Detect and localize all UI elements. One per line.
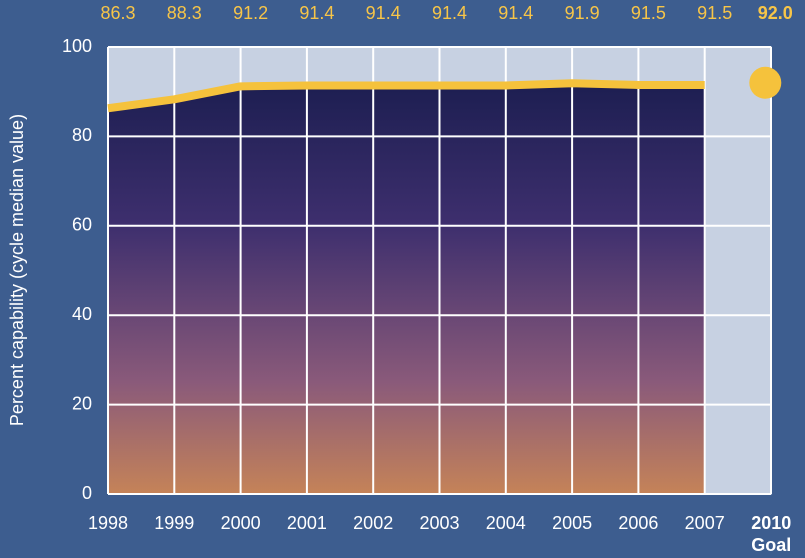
x-tick-label: 2007: [685, 513, 725, 533]
y-tick-label: 40: [72, 304, 92, 324]
value-label: 91.2: [233, 3, 268, 23]
x-tick-label: 2003: [419, 513, 459, 533]
y-tick-label: 100: [62, 36, 92, 56]
line: [107, 79, 705, 113]
x-tick-label: 1998: [88, 513, 128, 533]
goal-value-label: 92.0: [758, 3, 793, 23]
y-tick-label: 80: [72, 125, 92, 145]
x-tick-label: 2005: [552, 513, 592, 533]
value-label: 91.4: [498, 3, 533, 23]
value-label: 91.4: [432, 3, 467, 23]
value-label: 91.5: [697, 3, 732, 23]
x-tick-label: 2006: [618, 513, 658, 533]
value-label: 91.4: [366, 3, 401, 23]
area-above-line: [108, 47, 705, 109]
goal-marker: [749, 66, 782, 99]
x-tick-label: 2000: [221, 513, 261, 533]
y-tick-label: 0: [82, 483, 92, 503]
value-label: 91.5: [631, 3, 666, 23]
goal-category: 2010: [751, 513, 791, 533]
plot-background: [108, 47, 705, 494]
y-tick-label: 60: [72, 215, 92, 235]
y-axis-label: Percent capability (cycle median value): [7, 114, 27, 426]
goal-column: [704, 47, 772, 494]
y-tick-label: 20: [72, 393, 92, 413]
x-tick-label: 2002: [353, 513, 393, 533]
x-tick-label: 2001: [287, 513, 327, 533]
value-label: 91.4: [299, 3, 334, 23]
value-label: 88.3: [167, 3, 202, 23]
x-tick-label: 2004: [486, 513, 526, 533]
x-tick-label: 1999: [154, 513, 194, 533]
value-label: 86.3: [100, 3, 135, 23]
value-label: 91.9: [565, 3, 600, 23]
goal-sublabel: Goal: [751, 535, 791, 555]
